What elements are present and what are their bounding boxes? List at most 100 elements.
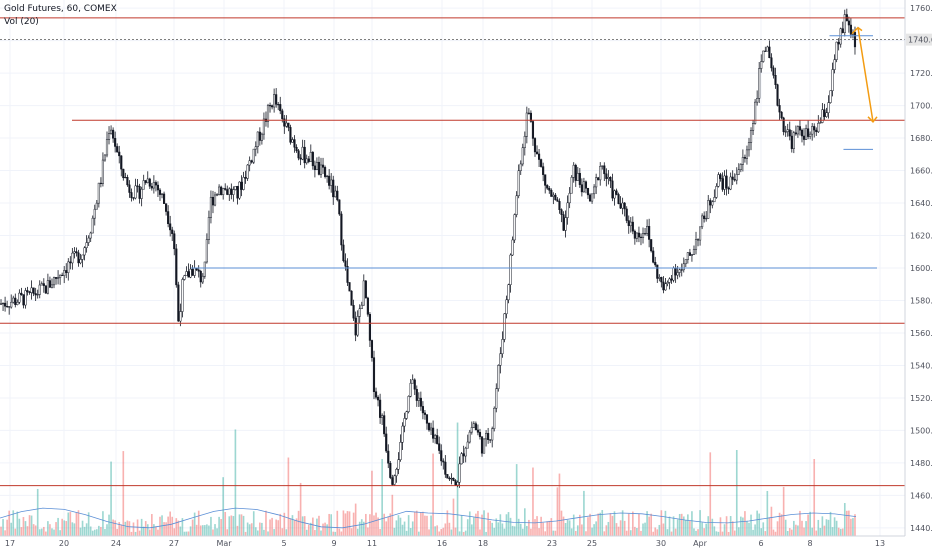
volume-bar xyxy=(772,529,775,536)
volume-bar xyxy=(813,459,816,536)
volume-bar xyxy=(87,512,90,536)
candle-body xyxy=(173,233,176,250)
volume-bar xyxy=(721,531,724,536)
candle-body xyxy=(321,164,325,168)
volume-bar xyxy=(350,528,353,536)
volume-bar xyxy=(713,526,716,536)
volume-bar xyxy=(379,529,381,536)
volume-bar xyxy=(283,512,286,536)
candle-body xyxy=(584,181,588,189)
volume-bar xyxy=(240,514,243,536)
volume-bar xyxy=(261,522,263,536)
volume-bar xyxy=(197,510,200,536)
candle-body xyxy=(30,287,33,293)
volume-bar xyxy=(163,522,165,536)
candle-body xyxy=(725,175,728,189)
candle-body xyxy=(379,399,382,418)
annotation-layer xyxy=(0,17,905,487)
volume-bar xyxy=(511,525,514,536)
candle-body xyxy=(684,259,687,265)
candle-body xyxy=(26,290,29,293)
candle-body xyxy=(558,201,561,210)
volume-bar xyxy=(28,515,31,536)
volume-bar xyxy=(776,521,779,536)
candle-body xyxy=(305,158,308,164)
volume-bar xyxy=(572,514,575,536)
volume-bar xyxy=(839,528,842,536)
volume-bar xyxy=(6,519,8,536)
volume-bar xyxy=(748,522,750,536)
candle-body xyxy=(148,178,151,187)
y-tick-label: 1480.0 xyxy=(910,459,932,468)
volume-bar xyxy=(758,513,761,536)
volume-bar xyxy=(397,515,400,536)
volume-bar xyxy=(169,511,171,536)
volume-bar xyxy=(823,525,826,536)
candle-body xyxy=(627,220,630,227)
volume-bar xyxy=(136,519,139,536)
candle-body xyxy=(701,215,704,228)
candle-body xyxy=(831,69,834,91)
volume-bar xyxy=(521,528,524,536)
candle-body xyxy=(293,139,296,148)
candle-body xyxy=(256,131,259,147)
volume-bar xyxy=(358,521,361,536)
volume-bar xyxy=(668,516,671,536)
volume-bar xyxy=(475,513,477,536)
volume-bar xyxy=(699,510,701,536)
volume-bar xyxy=(299,482,302,536)
volume-bar xyxy=(224,511,227,536)
candle-body xyxy=(466,441,469,449)
candle-body xyxy=(672,267,675,281)
volume-bar xyxy=(365,513,367,536)
y-tick-label: 1540.0 xyxy=(910,361,932,370)
volume-bar xyxy=(460,515,463,536)
volume-bar xyxy=(495,518,498,536)
candle-body xyxy=(513,214,516,241)
candle-body xyxy=(411,379,414,384)
candle-body xyxy=(415,388,418,401)
candle-body xyxy=(682,263,685,271)
candle-body xyxy=(780,111,783,119)
candle-body xyxy=(138,186,141,199)
candle-body xyxy=(399,441,402,460)
candle-body xyxy=(699,226,702,241)
volume-bar xyxy=(334,531,337,536)
candle-body xyxy=(544,174,547,186)
volume-bar xyxy=(768,517,771,536)
candle-body xyxy=(93,208,96,219)
volume-bar xyxy=(144,521,147,536)
volume-bar xyxy=(312,517,314,536)
volume-bar xyxy=(100,526,102,536)
candle-body xyxy=(731,176,734,180)
candle-body xyxy=(772,67,775,76)
candle-body xyxy=(156,184,160,191)
volume-bar xyxy=(63,520,66,536)
candle-body xyxy=(309,152,312,162)
candle-body xyxy=(287,122,290,128)
candle-body xyxy=(77,252,80,264)
candle-body xyxy=(454,480,457,486)
volume-bar xyxy=(189,526,192,536)
volume-bar xyxy=(212,529,214,536)
volume-bar xyxy=(183,531,186,536)
volume-bar xyxy=(540,516,542,536)
candle-body xyxy=(444,461,447,475)
volume-bar xyxy=(562,516,565,536)
candle-body xyxy=(425,414,429,424)
volume-bar xyxy=(248,524,251,536)
volume-bar xyxy=(199,525,202,536)
candle-body xyxy=(91,217,94,234)
candle-body xyxy=(67,261,70,273)
volume-bar xyxy=(20,527,23,536)
candle-body xyxy=(179,311,182,322)
volume-bar xyxy=(727,531,730,536)
candle-body xyxy=(407,395,410,412)
candle-body xyxy=(207,217,210,240)
candle-body xyxy=(303,146,306,164)
volume-bar xyxy=(303,516,306,536)
volume-bar xyxy=(16,511,19,536)
volume-bar xyxy=(216,528,218,536)
candle-body xyxy=(101,159,104,184)
